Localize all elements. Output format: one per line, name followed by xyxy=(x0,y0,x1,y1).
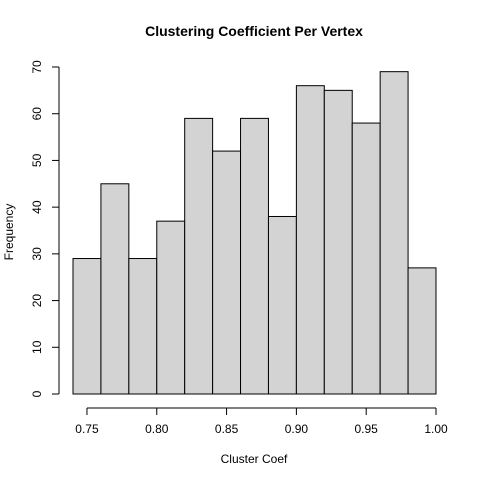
x-axis: 0.75 0.80 0.85 0.90 0.95 1.00 xyxy=(75,407,448,436)
histogram-bar xyxy=(156,220,186,395)
histogram-bar xyxy=(72,258,102,395)
histogram-bar xyxy=(128,258,158,395)
x-tick-label: 0.80 xyxy=(145,422,169,436)
histogram-bar xyxy=(240,117,269,395)
histogram-bar xyxy=(323,89,353,395)
histogram-bar xyxy=(295,85,325,395)
y-tick-label: 0 xyxy=(30,390,44,397)
chart-title: Clustering Coefficient Per Vertex xyxy=(145,23,363,39)
x-tick-label: 0.95 xyxy=(355,422,379,436)
y-axis: 0 10 20 30 40 50 60 70 xyxy=(30,60,60,397)
x-tick-label: 1.00 xyxy=(424,422,448,436)
histogram-bar xyxy=(379,71,409,395)
y-tick-label: 50 xyxy=(30,153,44,167)
histogram-bar xyxy=(267,215,297,395)
histogram-bar xyxy=(407,267,437,395)
histogram-bar xyxy=(184,117,214,395)
x-tick-label: 0.85 xyxy=(215,422,239,436)
y-tick-label: 20 xyxy=(30,294,44,308)
y-tick-label: 70 xyxy=(30,60,44,74)
x-axis-label: Cluster Coef xyxy=(221,452,288,466)
x-tick-label: 0.90 xyxy=(285,422,309,436)
y-axis-label: Frequency xyxy=(2,204,16,261)
histogram-bar xyxy=(212,150,242,395)
y-tick-label: 40 xyxy=(30,200,44,214)
y-tick-label: 30 xyxy=(30,247,44,261)
histogram-bar xyxy=(351,122,381,395)
bars-group xyxy=(72,71,437,395)
y-tick-label: 60 xyxy=(30,107,44,121)
histogram-bar xyxy=(100,183,130,395)
y-tick-label: 10 xyxy=(30,340,44,354)
x-tick-label: 0.75 xyxy=(75,422,99,436)
